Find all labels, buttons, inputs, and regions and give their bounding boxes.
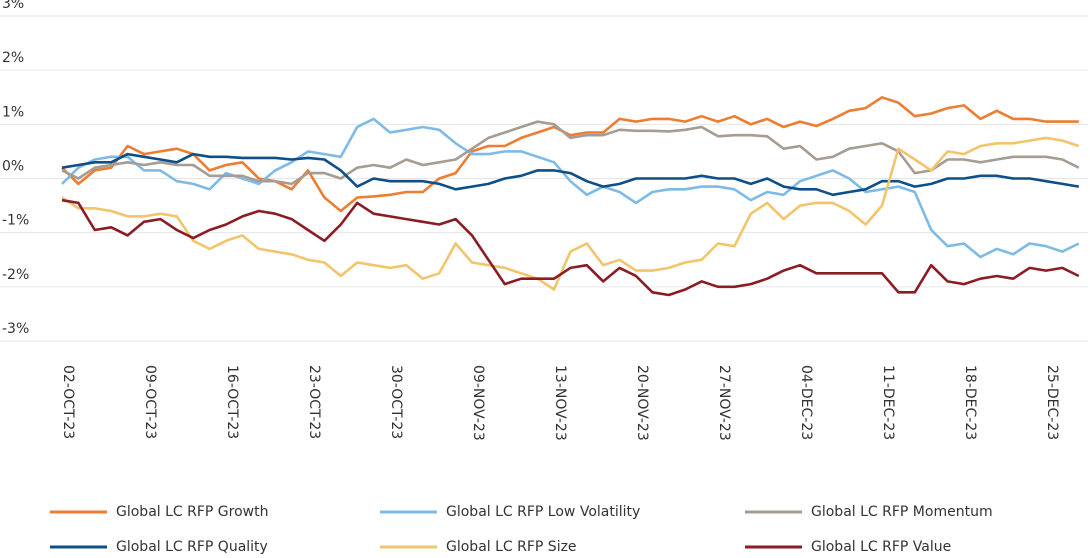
y-tick-label: -2% [2,267,29,283]
y-tick-label: 0% [2,159,24,175]
series-line [61,120,1080,186]
x-tick-label: 02-OCT-23 [60,365,76,439]
series-line [61,96,1079,213]
x-tick-label: 20-NOV-23 [634,365,650,441]
y-tick-label: 2% [2,50,24,66]
legend-label: Global LC RFP Value [811,539,951,555]
y-tick-label: 1% [2,104,24,120]
legend-label: Global LC RFP Momentum [811,504,993,520]
y-tick-label: 3% [2,0,24,12]
series-line [61,136,1080,291]
series-line [61,152,1080,197]
legend-label: Global LC RFP Low Volatility [446,504,640,520]
x-tick-label: 09-NOV-23 [470,365,486,441]
x-tick-label: 13-NOV-23 [552,365,568,441]
x-tick-label: 09-OCT-23 [142,365,158,439]
x-tick-label: 23-OCT-23 [306,365,322,439]
y-tick-label: -1% [2,213,29,229]
legend-label: Global LC RFP Quality [116,539,268,555]
legend-label: Global LC RFP Size [446,539,577,555]
x-tick-label: 04-DEC-23 [798,365,814,440]
x-tick-label: 16-OCT-23 [224,365,240,439]
legend-label: Global LC RFP Growth [116,504,268,520]
x-tick-label: 30-OCT-23 [388,365,404,439]
x-tick-label: 25-DEC-23 [1044,365,1060,440]
x-tick-label: 27-NOV-23 [716,365,732,441]
y-tick-label: -3% [2,321,29,337]
x-tick-label: 11-DEC-23 [880,365,896,440]
series-line [61,117,1080,259]
x-tick-label: 18-DEC-23 [962,365,978,440]
series-line [61,198,1080,297]
